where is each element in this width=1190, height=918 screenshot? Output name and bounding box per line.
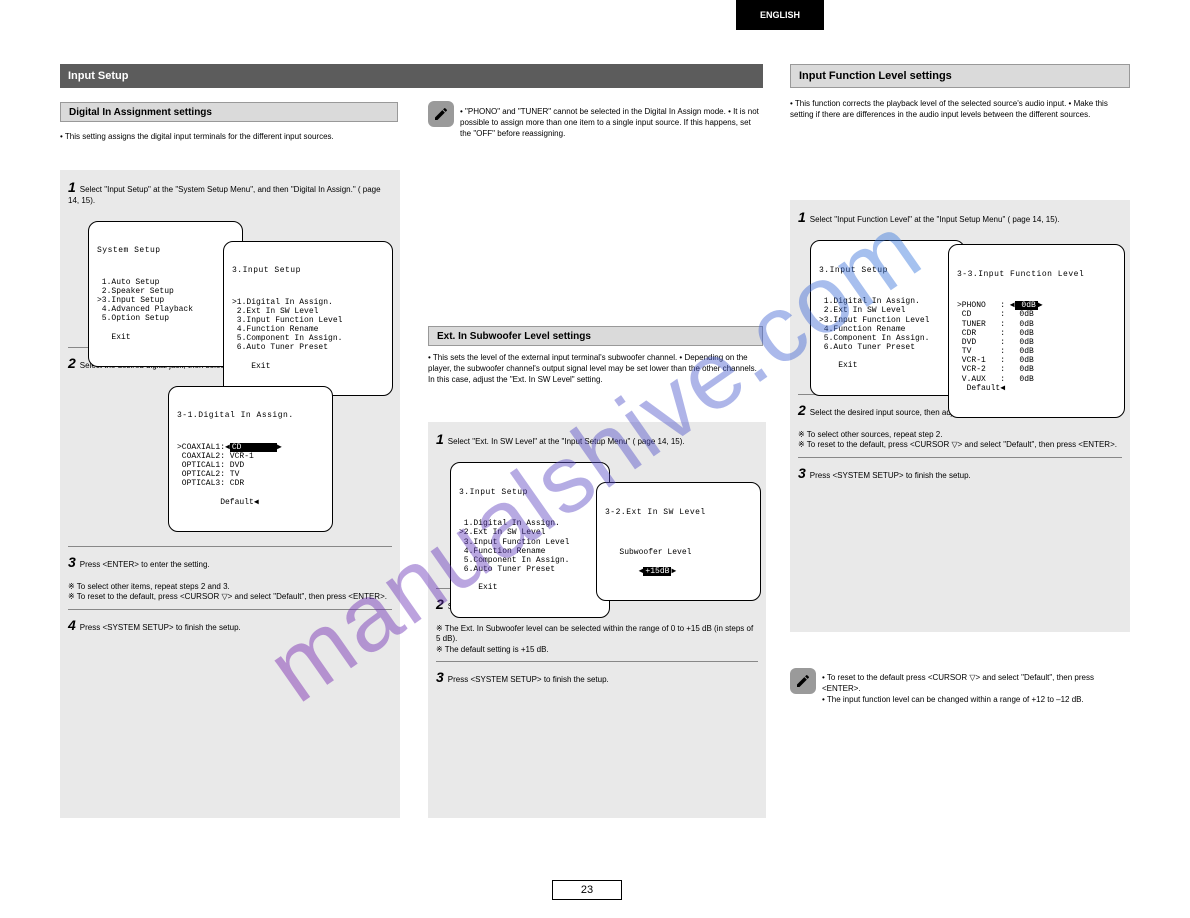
step3-text: Press <SYSTEM SETUP> to finish the setup… (810, 471, 971, 480)
menu-items: 1.Digital In Assign. >2.Ext In SW Level … (459, 519, 601, 593)
system-setup-menu: System Setup 1.Auto Setup 2.Speaker Setu… (88, 221, 243, 368)
menu-title: 3-3.Input Function Level (957, 270, 1116, 279)
menu-title: 3.Input Setup (232, 266, 384, 275)
menu-items: Subwoofer Level ◀+15dB▶ (605, 539, 752, 576)
menu-title: System Setup (97, 246, 234, 255)
pencil-icon (428, 101, 454, 127)
note-text-1: • "PHONO" and "TUNER" cannot be selected… (460, 106, 760, 140)
step3-text: Press <SYSTEM SETUP> to finish the setup… (448, 675, 609, 684)
page-number: 23 (552, 880, 622, 900)
ext-in-sw-menu: 3-2.Ext In SW Level Subwoofer Level ◀+15… (596, 482, 761, 601)
gray-block-32: 1 Select "Ext. In SW Level" at the "Input… (428, 422, 766, 818)
step3-text: Press <ENTER> to enter the setting. ※ To… (68, 560, 387, 601)
body-31-intro: • This setting assigns the digital input… (60, 131, 398, 142)
body-33-intro: • This function corrects the playback le… (790, 98, 1130, 120)
menu-title: 3-2.Ext In SW Level (605, 508, 752, 517)
menu-items: >COAXIAL1:◀CD ▶ COAXIAL2: VCR-1 OPTICAL1… (177, 443, 324, 507)
gray-block-33: 1 Select "Input Function Level" at the "I… (790, 200, 1130, 632)
ext-in-sw-level-subheader: Ext. In Subwoofer Level settings (428, 326, 763, 346)
step-2: 2 (68, 355, 76, 371)
step-2: 2 (436, 596, 444, 612)
input-setup-menu-31: 3.Input Setup >1.Digital In Assign. 2.Ex… (223, 241, 393, 397)
step-1: 1 (798, 209, 806, 225)
step4-text: Press <SYSTEM SETUP> to finish the setup… (80, 623, 241, 632)
input-setup-menu-33: 3.Input Setup 1.Digital In Assign. 2.Ext… (810, 240, 965, 396)
step-2: 2 (798, 402, 806, 418)
step-1: 1 (68, 179, 76, 195)
input-function-level-header: Input Function Level settings (790, 64, 1130, 88)
menu-items: 1.Auto Setup 2.Speaker Setup >3.Input Se… (97, 278, 234, 342)
menu-items: >1.Digital In Assign. 2.Ext In SW Level … (232, 298, 384, 372)
input-func-level-menu: 3-3.Input Function Level >PHONO : ◀ 0dB▶… (948, 244, 1125, 418)
menu-title: 3.Input Setup (459, 488, 601, 497)
step1-text: Select "Ext. In SW Level" at the "Input … (448, 437, 685, 446)
step-3: 3 (68, 554, 76, 570)
step1-text: Select "Input Setup" at the "System Setu… (68, 185, 381, 205)
input-setup-header: Input Setup (60, 64, 763, 88)
body-52-intro: • This sets the level of the external in… (428, 352, 763, 386)
pencil-icon (790, 668, 816, 694)
digital-in-assign-subheader: Digital In Assignment settings (60, 102, 398, 122)
menu-title: 3.Input Setup (819, 266, 956, 275)
menu-items: 1.Digital In Assign. 2.Ext In SW Level >… (819, 297, 956, 371)
step-1: 1 (436, 431, 444, 447)
digital-in-assign-menu: 3-1.Digital In Assign. >COAXIAL1:◀CD ▶ C… (168, 386, 333, 533)
gray-block-31: 1Select "Input Setup" at the "System Set… (60, 170, 400, 818)
step-3: 3 (436, 669, 444, 685)
menu-title: 3-1.Digital In Assign. (177, 411, 324, 420)
step-4: 4 (68, 617, 76, 633)
language-badge: ENGLISH (736, 0, 824, 30)
step-3: 3 (798, 465, 806, 481)
note-text-2: • To reset to the default press <CURSOR … (822, 672, 1130, 706)
input-setup-menu-32: 3.Input Setup 1.Digital In Assign. >2.Ex… (450, 462, 610, 618)
step1-text: Select "Input Function Level" at the "In… (810, 215, 1060, 224)
menu-items: >PHONO : ◀ 0dB▶ CD : 0dB TUNER : 0dB CDR… (957, 301, 1116, 393)
